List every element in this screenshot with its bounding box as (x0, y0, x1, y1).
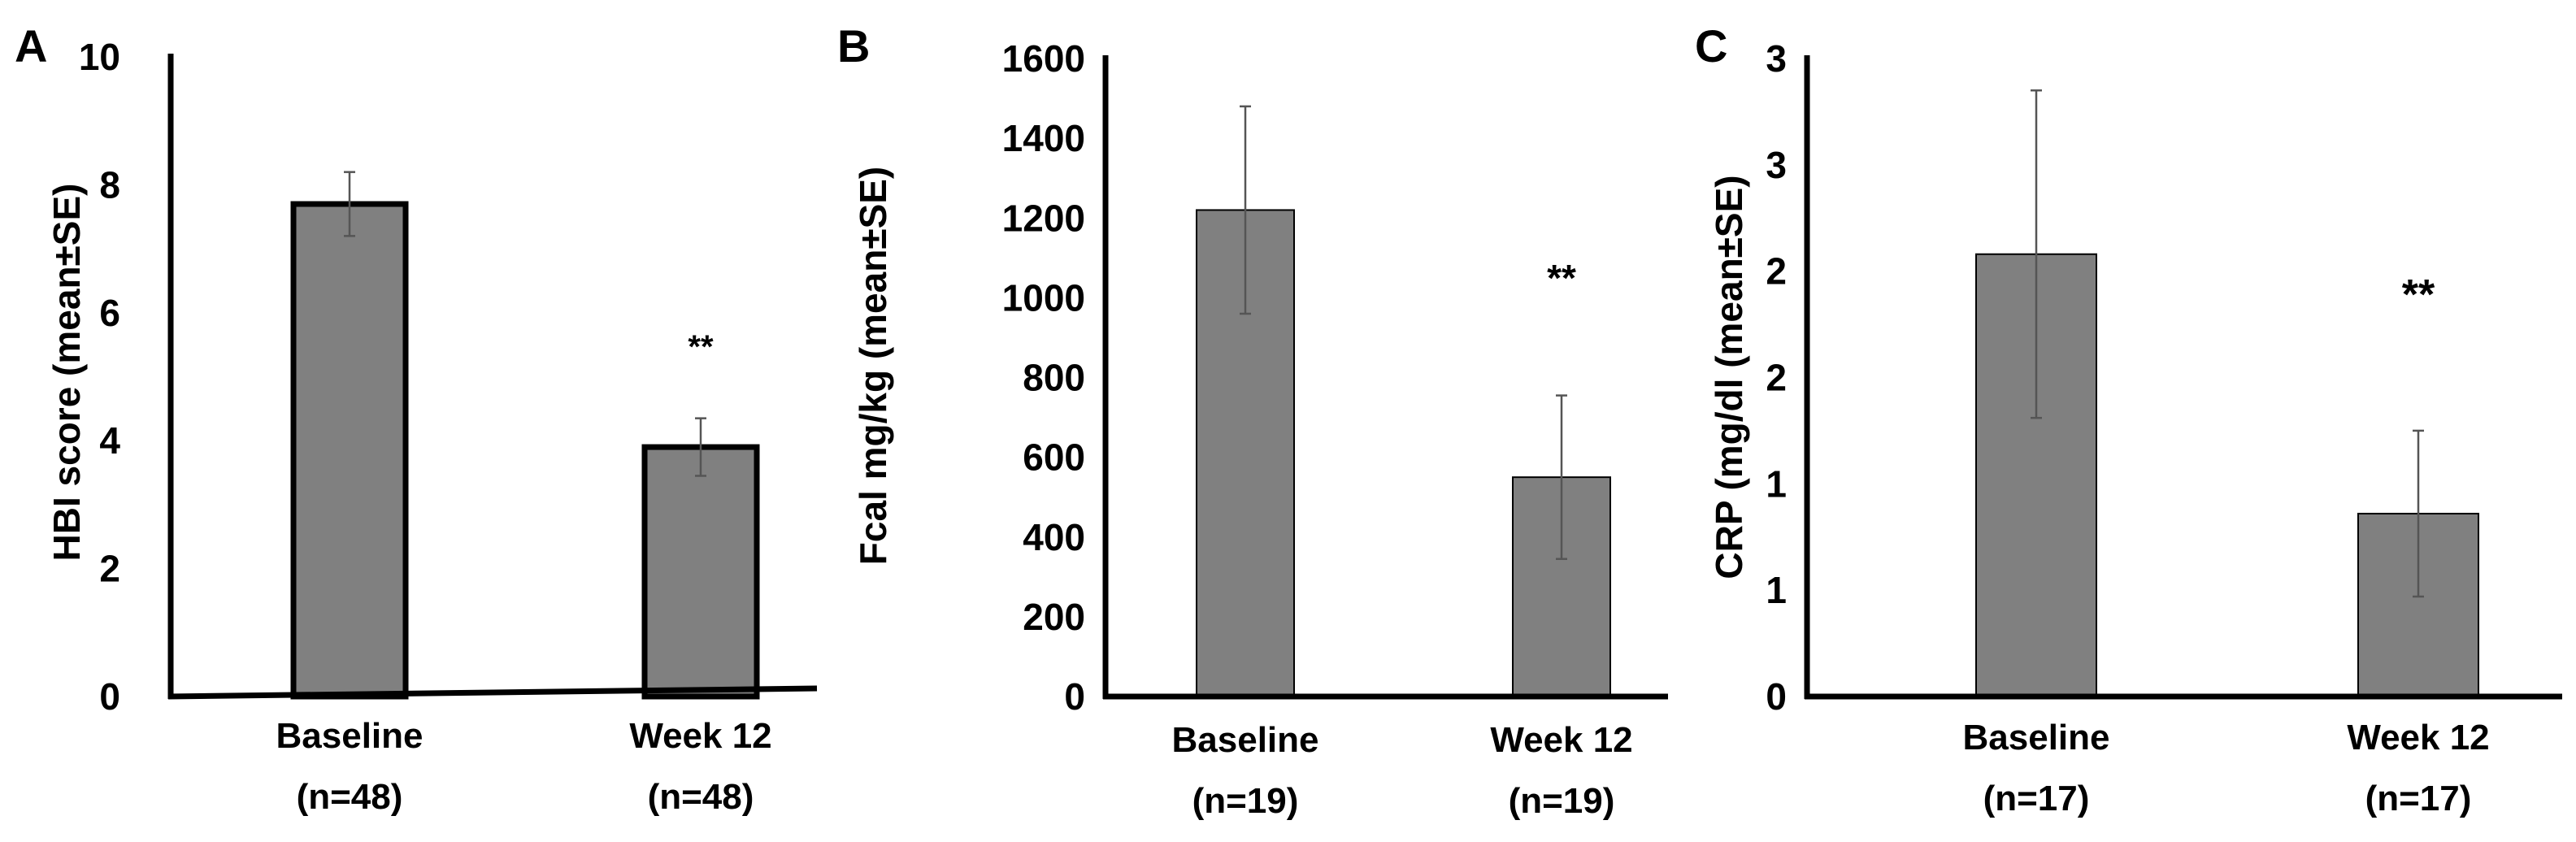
panel-b-y-tick-label: 200 (1023, 596, 1085, 638)
panel-c-y-tick-label: 2 (1766, 357, 1787, 399)
panel-b-letter: B (837, 20, 870, 72)
panel-c-letter: C (1695, 20, 1727, 72)
panel-c-y-tick-label: 0 (1766, 675, 1787, 718)
panel-b-y-tick-label: 400 (1023, 516, 1085, 558)
panel-c-categories: Baseline (n=17) Week 12 (n=17) (1963, 718, 2490, 818)
panel-b-y-tick-label: 1400 (1002, 117, 1085, 159)
panel-c-y-ticks: 0 1 1 2 2 3 3 (1766, 37, 1787, 718)
panel-c-y-axis-label: CRP (mg/dl (mean±SE) (1708, 175, 1750, 579)
panel-b-y-tick-label: 0 (1064, 675, 1085, 718)
panel-a-significance-label: ** (688, 329, 714, 365)
panel-a-bar (290, 201, 409, 700)
panel-a-y-axis-label: HBI score (mean±SE) (46, 184, 88, 562)
panel-c-y-tick-label: 3 (1766, 37, 1787, 80)
panel-b-annotations: ** (1547, 257, 1576, 299)
panel-a-letter: A (15, 20, 47, 72)
panel-c-category-label: Week 12 (2347, 718, 2489, 757)
panel-a-x-axis-line (167, 685, 818, 700)
panel-a-bars (290, 201, 760, 700)
panel-a-y-tick-label: 6 (99, 292, 120, 334)
panel-a-error-bars (344, 171, 706, 477)
panel-c-y-tick-label: 2 (1766, 250, 1787, 293)
panel-c-annotations: ** (2402, 271, 2435, 319)
panel-c-y-tick-label: 1 (1766, 569, 1787, 611)
panel-a-y-tick-label: 4 (99, 419, 120, 462)
panel-a-annotations: ** (688, 329, 714, 365)
panel-a-category-label: Week 12 (629, 716, 771, 756)
panel-a-bar (641, 444, 760, 700)
panel-b-y-tick-label: 1200 (1002, 197, 1085, 239)
panel-a-category-label: Baseline (276, 716, 424, 756)
panel-c-bars (1975, 253, 2479, 698)
panel-b-category-label: Baseline (1172, 720, 1319, 760)
panel-a: A HBI score (mean±SE) 0 2 4 6 8 10 Baseline (n… (15, 20, 818, 817)
panel-c: C CRP (mg/dl (mean±SE) 0 1 1 2 2 3 3 Baseline (… (1695, 20, 2562, 818)
panel-b: B Fcal mg/kg (mean±SE) 0 200 400 600 800 1000… (837, 20, 1668, 821)
panel-a-category-n-label: (n=48) (648, 777, 754, 817)
panel-c-y-tick-label: 3 (1766, 144, 1787, 186)
panel-b-category-label: Week 12 (1490, 720, 1632, 760)
panel-a-y-tick-label: 0 (99, 675, 120, 718)
panel-b-y-tick-label: 1600 (1002, 37, 1085, 80)
panel-b-y-tick-label: 800 (1023, 357, 1085, 399)
panel-c-y-tick-label: 1 (1766, 462, 1787, 505)
panel-b-significance-label: ** (1547, 257, 1576, 299)
panel-b-categories: Baseline (n=19) Week 12 (n=19) (1172, 720, 1633, 821)
panel-b-y-axis-label: Fcal mg/kg (mean±SE) (852, 167, 894, 565)
panel-a-y-ticks: 0 2 4 6 8 10 (79, 36, 121, 718)
panel-a-y-tick-label: 10 (79, 36, 120, 78)
panel-c-category-n-label: (n=17) (1983, 779, 2090, 818)
panel-b-y-tick-label: 600 (1023, 436, 1085, 479)
panel-a-categories: Baseline (n=48) Week 12 (n=48) (276, 716, 772, 817)
panel-b-category-n-label: (n=19) (1509, 781, 1615, 821)
panel-a-y-tick-label: 2 (99, 548, 120, 590)
panel-b-category-n-label: (n=19) (1192, 781, 1299, 821)
panel-a-y-tick-label: 8 (99, 163, 120, 206)
panel-b-y-tick-label: 1000 (1002, 276, 1085, 319)
panel-c-significance-label: ** (2402, 271, 2435, 319)
panel-c-error-bars (2031, 89, 2424, 598)
panel-c-category-n-label: (n=17) (2365, 779, 2472, 818)
panel-a-category-n-label: (n=48) (297, 777, 403, 817)
panel-b-error-bars (1240, 105, 1567, 560)
panel-b-y-ticks: 0 200 400 600 800 1000 1200 1400 1600 (1002, 37, 1085, 718)
panel-c-category-label: Baseline (1963, 718, 2110, 757)
